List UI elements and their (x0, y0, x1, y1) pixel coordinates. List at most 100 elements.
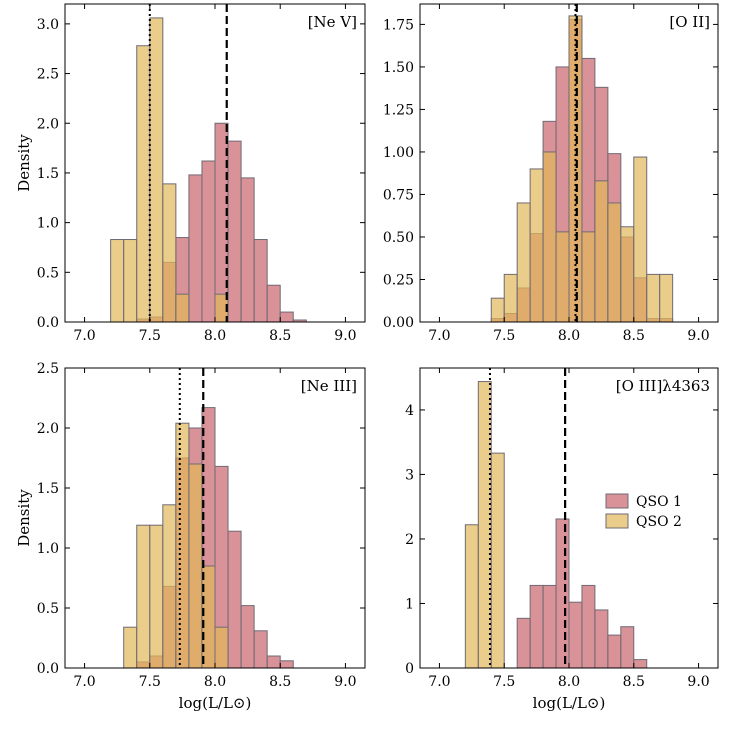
y-tick-label: 3.0 (37, 17, 59, 33)
bar-qso2-2-10 (620, 226, 635, 323)
bar-qso2-2-1 (503, 273, 518, 323)
y-tick-label: 1.5 (37, 166, 59, 182)
bar-qso2-2-7 (581, 231, 596, 323)
bar-qso2-4-2 (490, 452, 505, 669)
y-tick-label: 2.5 (37, 361, 59, 377)
x-tick-label: 9.0 (334, 328, 356, 344)
bar-qso2-3-1 (136, 524, 151, 669)
x-tick-label: 9.0 (687, 328, 709, 344)
panel-2: 7.0 7.5 8.0 8.5 9.0 0.00 0.25 0.50 0.75 1.00 1.25 1… (383, 3, 719, 344)
bar-qso1-3-11 (279, 660, 294, 669)
bar-qso2-3-7 (214, 626, 229, 669)
bar-qso1-1-7 (227, 140, 242, 323)
bar-qso2-2-6 (568, 15, 583, 323)
x-tick-label: 7.0 (428, 328, 450, 344)
y-tick-label: 0.0 (37, 661, 59, 677)
bar-qso1-1-5 (201, 160, 216, 323)
y-tick-label: 2 (405, 532, 414, 548)
y-tick-label: 2.0 (37, 421, 59, 437)
bar-qso1-3-8 (240, 605, 255, 669)
bar-qso2-2-13 (659, 273, 674, 323)
bar-qso2-1-3 (149, 17, 164, 323)
panel-title: [O II] (669, 13, 710, 31)
x-tick-label: 8.0 (558, 674, 580, 690)
bar-qso2-2-4 (542, 151, 557, 323)
bar-qso1-3-9 (253, 630, 268, 669)
y-tick-label: 1 (405, 596, 414, 612)
y-tick-label: 1.00 (383, 145, 414, 161)
x-tick-label: 7.5 (493, 328, 515, 344)
x-tick-label: 7.5 (493, 674, 515, 690)
legend-label-qso1: QSO 1 (636, 494, 682, 510)
bar-qso1-4-8 (620, 626, 635, 669)
bar-qso2-2-12 (646, 273, 661, 323)
x-tick-label: 8.5 (269, 674, 291, 690)
legend-swatch-qso2 (605, 513, 629, 529)
bar-qso1-1-8 (240, 177, 255, 323)
bar-qso2-3-2 (149, 524, 164, 669)
y-tick-label: 3 (405, 467, 414, 483)
x-axis-label: log(L/L⊙) (179, 694, 252, 712)
y-axis-label: Density (15, 489, 33, 547)
y-tick-label: 4 (405, 403, 414, 419)
bar-qso2-1-5 (175, 293, 190, 323)
x-tick-label: 9.0 (334, 674, 356, 690)
x-tick-label: 8.5 (269, 328, 291, 344)
x-tick-label: 7.0 (73, 674, 95, 690)
bar-qso2-3-0 (123, 626, 138, 669)
bar-qso2-3-5 (188, 463, 203, 669)
x-tick-label: 8.0 (558, 328, 580, 344)
x-tick-label: 7.0 (73, 328, 95, 344)
bar-qso2-2-3 (529, 168, 544, 323)
bar-qso1-4-4 (568, 601, 583, 669)
y-tick-label: 2.0 (37, 116, 59, 132)
bar-qso1-4-0 (516, 617, 531, 669)
bar-qso1-4-2 (542, 584, 557, 669)
bar-qso1-4-3 (555, 518, 570, 669)
bar-qso1-1-4 (188, 174, 203, 323)
bar-qso2-3-3 (162, 504, 177, 669)
bar-qso1-3-10 (266, 655, 281, 669)
bar-qso1-4-1 (529, 584, 544, 669)
x-tick-label: 8.5 (623, 328, 645, 344)
y-tick-label: 0.0 (37, 315, 59, 331)
panel-title: [O III]λ4363 (616, 377, 710, 395)
bar-qso2-4-0 (464, 524, 479, 669)
y-tick-label: 0.25 (383, 272, 414, 288)
legend: QSO 1 QSO 2 (605, 493, 682, 530)
bar-qso2-2-0 (490, 297, 505, 323)
y-tick-label: 1.75 (383, 17, 414, 33)
x-tick-label: 7.5 (139, 674, 161, 690)
bar-qso1-4-9 (633, 659, 648, 669)
panel-4: 7.0 7.5 8.0 8.5 9.0 0 1 2 3 4 [O III]λ4363 log(L/L⊙… (405, 367, 719, 712)
x-axis-label: log(L/L⊙) (533, 694, 606, 712)
panel-title: [Ne III] (301, 377, 357, 395)
y-tick-label: 0.5 (37, 265, 59, 281)
bar-qso2-2-2 (516, 202, 531, 323)
bar-qso2-1-2 (136, 45, 151, 323)
bar-qso2-1-1 (123, 239, 138, 323)
panel-title: [Ne V] (308, 13, 357, 31)
bar-qso2-1-4 (162, 183, 177, 323)
y-tick-label: 2.5 (37, 67, 59, 83)
x-tick-label: 8.0 (204, 674, 226, 690)
y-tick-label: 1.5 (37, 481, 59, 497)
panel-1: 7.0 7.5 8.0 8.5 9.0 0.0 0.5 1.0 1.5 2.0 2.5 3.0 [Ne … (15, 3, 366, 344)
panel-3: 7.0 7.5 8.0 8.5 9.0 0.0 0.5 1.0 1.5 2.0 2.5 [Ne III… (15, 361, 366, 712)
bar-qso1-1-10 (266, 284, 281, 323)
bar-qso2-3-6 (201, 565, 216, 669)
y-tick-label: 1.25 (383, 102, 414, 118)
bar-qso1-4-6 (594, 609, 609, 669)
x-tick-label: 7.0 (428, 674, 450, 690)
bar-qso2-1-0 (110, 239, 125, 323)
y-tick-label: 0.5 (37, 601, 59, 617)
bar-qso1-3-7 (227, 530, 242, 669)
y-tick-label: 0 (405, 661, 414, 677)
bar-qso1-1-11 (279, 311, 294, 323)
y-axis-label: Density (15, 134, 33, 192)
bar-qso2-2-9 (607, 202, 622, 323)
bar-qso2-2-5 (555, 231, 570, 323)
y-tick-label: 1.0 (37, 541, 59, 557)
x-tick-label: 8.5 (623, 674, 645, 690)
